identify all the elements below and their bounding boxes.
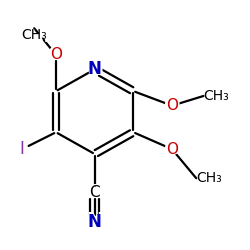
Text: CH₃: CH₃ xyxy=(196,169,232,187)
Text: CH₃: CH₃ xyxy=(204,87,240,105)
Text: N: N xyxy=(88,60,102,78)
Text: I: I xyxy=(18,139,26,159)
Text: CH₃: CH₃ xyxy=(196,171,222,185)
Text: O: O xyxy=(164,96,180,115)
Text: I: I xyxy=(20,140,24,158)
Text: N: N xyxy=(86,60,103,80)
Text: N: N xyxy=(86,212,103,232)
Text: CH₃: CH₃ xyxy=(16,28,52,46)
Text: O: O xyxy=(164,140,180,159)
Text: O: O xyxy=(50,48,62,62)
Text: C: C xyxy=(88,183,102,202)
Text: CH₃: CH₃ xyxy=(204,89,229,103)
Text: CH₃: CH₃ xyxy=(21,28,47,42)
Text: O: O xyxy=(166,142,178,157)
Text: O: O xyxy=(48,46,64,64)
Text: C: C xyxy=(89,185,100,200)
Text: O: O xyxy=(166,98,178,113)
Text: N: N xyxy=(88,213,102,231)
